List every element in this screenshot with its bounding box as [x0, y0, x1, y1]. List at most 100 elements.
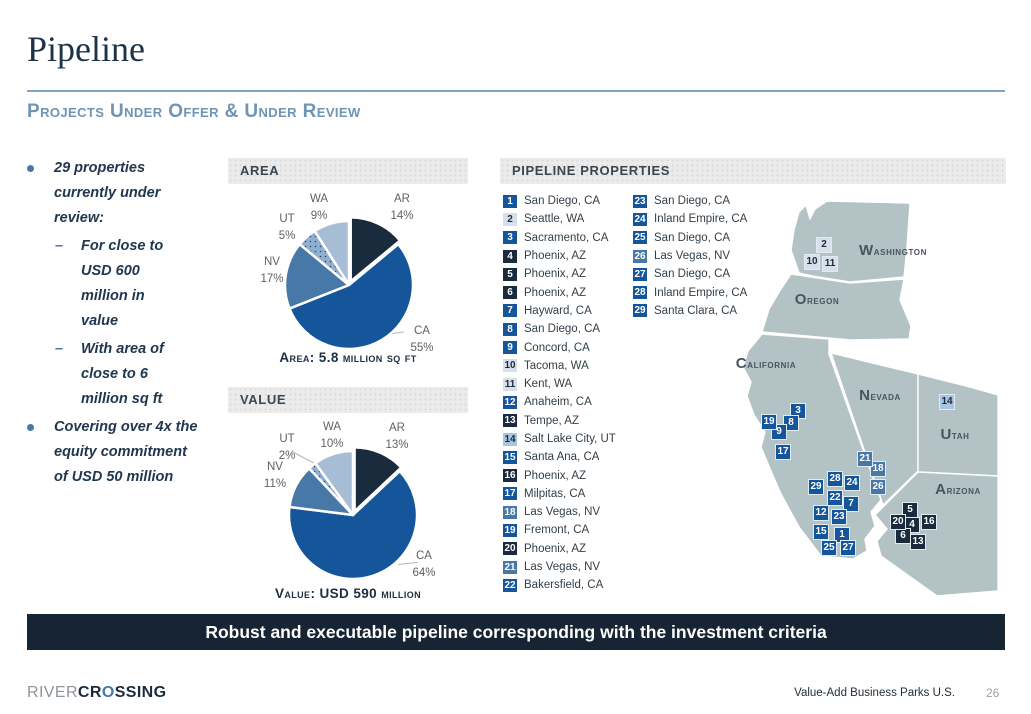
map-marker-28: 28: [827, 471, 843, 487]
property-city: Santa Ana, CA: [524, 451, 600, 464]
map-marker-21: 21: [857, 451, 873, 467]
pipeline-property-row: 18 Las Vegas, NV: [503, 503, 616, 521]
map-marker-27: 27: [840, 540, 856, 556]
state-label-ca: California: [735, 355, 797, 372]
pie-slice-wa: [314, 449, 355, 517]
pie-slice-label-nv: NV 17%: [260, 256, 284, 285]
map-marker-23: 23: [831, 509, 847, 525]
pipeline-property-row: 11 Kent, WA: [503, 375, 616, 393]
pie-slice-nv: [283, 242, 351, 310]
property-number-badge: 19: [503, 523, 517, 537]
property-city: San Diego, CA: [524, 195, 601, 208]
property-number-badge: 25: [633, 231, 647, 245]
property-city: Phoenix, AZ: [524, 469, 587, 482]
property-city: Hayward, CA: [524, 304, 592, 317]
pipeline-property-row: 26 Las Vegas, NV: [633, 247, 747, 265]
value-chart-header: VALUE: [228, 387, 468, 413]
property-number-badge: 1: [503, 194, 517, 208]
area-chart-header: AREA: [228, 158, 468, 184]
pipeline-property-row: 3 Sacramento, CA: [503, 229, 616, 247]
property-number-badge: 4: [503, 249, 517, 263]
property-number-badge: 9: [503, 341, 517, 355]
pipeline-property-row: 17 Milpitas, CA: [503, 485, 616, 503]
pipeline-properties-header: PIPELINE PROPERTIES: [500, 158, 1006, 184]
state-label-or: Oregon: [794, 291, 840, 308]
property-number-badge: 7: [503, 304, 517, 318]
property-city: Santa Clara, CA: [654, 304, 738, 317]
rivercrossing-logo: RIVERCROSSING: [27, 684, 166, 702]
pipeline-property-row: 23 San Diego, CA: [633, 192, 747, 210]
pipeline-property-row: 2 Seattle, WA: [503, 210, 616, 228]
property-number-badge: 13: [503, 414, 517, 428]
pipeline-property-row: 16 Phoenix, AZ: [503, 466, 616, 484]
logo-ssing: SSING: [114, 684, 167, 701]
area-pie-chart: [283, 216, 415, 351]
property-number-badge: 20: [503, 542, 517, 556]
pie-slice-label-ar: AR 14%: [390, 193, 414, 222]
pipeline-property-row: 25 San Diego, CA: [633, 229, 747, 247]
property-number-badge: 12: [503, 395, 517, 409]
property-city: Phoenix, AZ: [524, 286, 587, 299]
page-number: 26: [986, 686, 1000, 700]
pie-slice-label-ut: UT 5%: [278, 213, 296, 242]
property-number-badge: 6: [503, 286, 517, 300]
property-city: San Diego, CA: [654, 231, 731, 244]
property-number-badge: 21: [503, 560, 517, 574]
pipeline-property-row: 8 San Diego, CA: [503, 320, 616, 338]
property-city: San Diego, CA: [654, 268, 731, 281]
pipeline-property-row: 1 San Diego, CA: [503, 192, 616, 210]
map-marker-11: 11: [822, 256, 838, 272]
value-chart-caption: Value: USD 590 million: [274, 586, 422, 601]
property-city: Phoenix, AZ: [524, 542, 587, 555]
pipeline-property-row: 13 Tempe, AZ: [503, 412, 616, 430]
pipeline-property-row: 4 Phoenix, AZ: [503, 247, 616, 265]
pipeline-property-row: 29 Santa Clara, CA: [633, 302, 747, 320]
pipeline-property-row: 5 Phoenix, AZ: [503, 265, 616, 283]
page-title: Pipeline: [27, 29, 145, 69]
property-city: Inland Empire, CA: [654, 213, 748, 226]
map-marker-17: 17: [775, 444, 791, 460]
pipeline-property-row: 12 Anaheim, CA: [503, 393, 616, 411]
state-label-ut: Utah: [940, 426, 970, 443]
map-marker-29: 29: [808, 479, 824, 495]
pipeline-property-row: 28 Inland Empire, CA: [633, 283, 747, 301]
property-number-badge: 3: [503, 231, 517, 245]
property-city: San Diego, CA: [654, 195, 731, 208]
pie-slice-label-ca: CA 64%: [412, 550, 436, 579]
logo-cr: CR: [77, 684, 102, 701]
area-chart-caption: Area: 5.8 million sq ft: [279, 350, 417, 365]
pipeline-property-row: 21 Las Vegas, NV: [503, 558, 616, 576]
map-marker-14: 14: [939, 394, 955, 410]
bullet-sub-item: – With area of close to 6 million sq ft: [24, 337, 202, 412]
pie-slice-ca: [288, 242, 415, 351]
pipeline-property-row: 22 Bakersfield, CA: [503, 576, 616, 594]
property-number-badge: 26: [633, 249, 647, 263]
map-marker-15: 15: [813, 524, 829, 540]
state-label-wa: Washington: [858, 242, 928, 259]
pipeline-property-row: 14 Salt Lake City, UT: [503, 430, 616, 448]
bullet-sub-item: – For close to USD 600 million in value: [24, 234, 202, 334]
property-city: Las Vegas, NV: [654, 250, 731, 263]
map-marker-6: 6: [895, 528, 911, 544]
map-marker-19: 19: [761, 414, 777, 430]
property-city: Phoenix, AZ: [524, 268, 587, 281]
property-number-badge: 2: [503, 212, 517, 226]
pipeline-property-row: 20 Phoenix, AZ: [503, 540, 616, 558]
property-city: San Diego, CA: [524, 323, 601, 336]
property-number-badge: 15: [503, 450, 517, 464]
pipeline-property-row: 10 Tacoma, WA: [503, 357, 616, 375]
property-number-badge: 22: [503, 578, 517, 592]
dash-marker: –: [55, 238, 64, 254]
state-label-nv: Nevada: [859, 387, 901, 404]
pie-slice-label-wa: WA 9%: [309, 193, 329, 222]
property-city: Kent, WA: [524, 378, 573, 391]
map-marker-16: 16: [921, 514, 937, 530]
property-number-badge: 14: [503, 432, 517, 446]
property-city: Anaheim, CA: [524, 396, 592, 409]
pipeline-property-row: 27 San Diego, CA: [633, 265, 747, 283]
property-number-badge: 24: [633, 212, 647, 226]
map-marker-8: 8: [783, 415, 799, 431]
property-number-badge: 8: [503, 322, 517, 336]
bullet-sub-text: With area of close to 6 million sq ft: [81, 341, 164, 407]
